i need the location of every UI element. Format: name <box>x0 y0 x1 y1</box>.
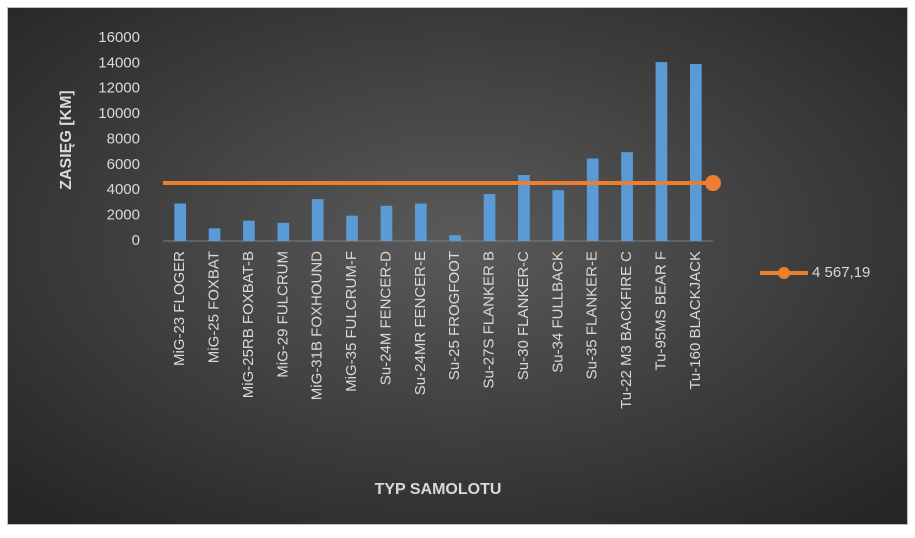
x-tick-label: Su-24M FENCER-D <box>377 251 394 385</box>
x-axis-title: TYP SAMOLOTU <box>375 481 502 498</box>
x-tick-label: Tu-22 M3 BACKFIRE C <box>618 251 635 409</box>
reference-marker <box>705 175 721 192</box>
x-tick-label: MiG-25 FOXBAT <box>206 251 223 363</box>
bar <box>174 203 187 241</box>
y-tick-label: 8000 <box>107 130 140 147</box>
x-tick-label: MiG-29 FULCRUM <box>274 251 291 378</box>
chart-background <box>7 7 908 525</box>
legend-marker <box>778 267 790 279</box>
x-tick-label: MiG-31B FOXHOUND <box>309 251 326 400</box>
x-tick-label: Tu-160 BLACKJACK <box>687 251 704 390</box>
x-tick-label: Su-27S FLANKER B <box>481 251 498 389</box>
y-tick-label: 6000 <box>107 156 140 173</box>
x-tick-label: MiG-23 FLOGER <box>171 251 188 366</box>
x-tick-label: MiG-35 FULCRUM-F <box>343 251 360 392</box>
bar <box>208 228 221 241</box>
x-tick-label: Su-35 FLANKER-E <box>584 251 601 379</box>
bar <box>380 205 393 241</box>
bar <box>449 235 462 241</box>
bar <box>346 215 358 241</box>
bar <box>243 220 255 241</box>
y-tick-label: 10000 <box>98 105 140 122</box>
bar <box>414 203 427 241</box>
bar <box>689 64 702 242</box>
bar <box>621 152 633 241</box>
x-tick-label: MiG-25RB FOXBAT-B <box>240 251 257 398</box>
bar <box>552 190 565 241</box>
x-tick-label: Su-30 FLANKER-C <box>515 251 532 380</box>
bar <box>277 222 290 241</box>
y-tick-label: 14000 <box>98 54 140 71</box>
y-tick-label: 12000 <box>98 80 140 97</box>
bar <box>655 62 668 242</box>
x-tick-label: Tu-95MS BEAR F <box>652 251 669 370</box>
bar <box>518 175 530 241</box>
x-tick-label: Su-24MR FENCER-E <box>412 251 429 395</box>
y-axis-title: ZASIĘG [KM] <box>58 90 75 190</box>
y-tick-label: 2000 <box>107 207 140 224</box>
x-tick-label: Su-25 FROGFOOT <box>446 251 463 380</box>
bar <box>483 194 496 241</box>
bar <box>311 199 324 241</box>
y-tick-label: 4000 <box>107 181 140 198</box>
bar <box>586 158 599 241</box>
x-tick-label: Su-34 FULLBACK <box>549 251 566 373</box>
y-tick-label: 16000 <box>98 29 140 46</box>
y-tick-label: 0 <box>132 232 140 249</box>
legend-label: 4 567,19 <box>812 264 870 281</box>
